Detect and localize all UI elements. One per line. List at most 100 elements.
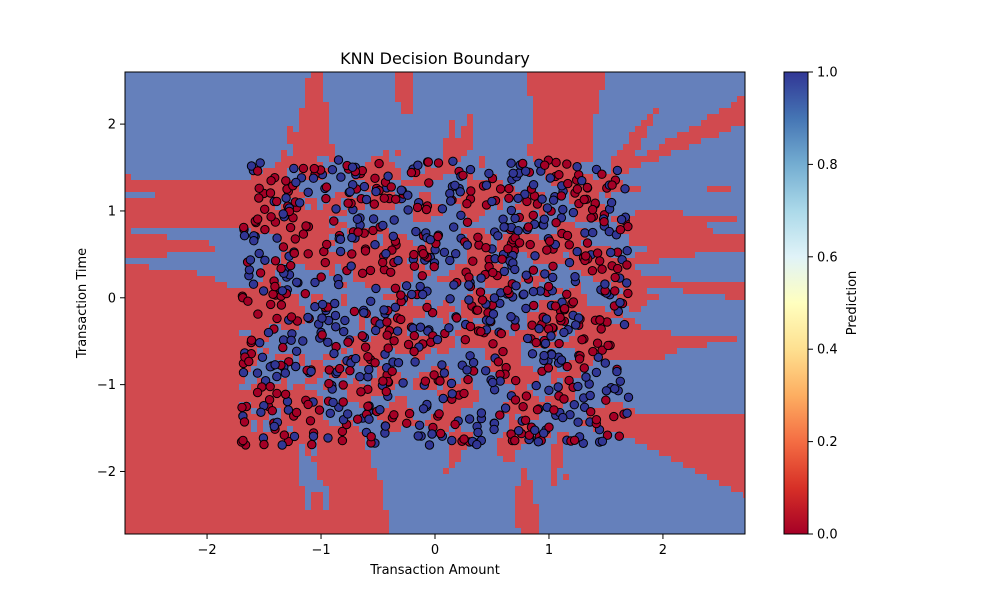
region-cell [431, 210, 438, 217]
region-cell [635, 114, 642, 121]
region-cell [653, 138, 660, 145]
region-cell [125, 84, 132, 91]
region-cell [197, 162, 204, 169]
region-cell [707, 216, 714, 223]
region-cell [143, 282, 150, 289]
region-cell [629, 204, 636, 211]
region-cell [227, 312, 234, 319]
region-cell [449, 150, 456, 157]
region-cell [263, 294, 270, 301]
region-cell [503, 84, 510, 91]
region-cell [131, 204, 138, 211]
region-cell [683, 222, 690, 229]
region-cell [689, 240, 696, 247]
region-cell [251, 174, 258, 181]
region-cell [551, 168, 558, 175]
region-cell [647, 246, 654, 253]
region-cell [131, 270, 138, 277]
region-cell [677, 246, 684, 253]
region-cell [719, 168, 726, 175]
region-cell [653, 264, 660, 271]
region-cell [197, 210, 204, 217]
region-cell [653, 132, 660, 139]
region-cell [395, 234, 402, 241]
region-cell [401, 336, 408, 343]
region-cell [695, 162, 702, 169]
region-cell [161, 282, 168, 289]
region-cell [245, 180, 252, 187]
region-cell [221, 78, 228, 85]
region-cell [569, 150, 576, 157]
region-cell [371, 96, 378, 103]
region-cell [719, 336, 726, 343]
region-cell [221, 138, 228, 145]
region-cell [155, 354, 162, 361]
region-cell [701, 210, 708, 217]
region-cell [371, 336, 378, 343]
region-cell [605, 126, 612, 133]
region-cell [359, 318, 366, 325]
region-cell [443, 138, 450, 145]
region-cell [161, 300, 168, 307]
region-cell [305, 282, 312, 289]
region-cell [341, 342, 348, 349]
region-cell [323, 144, 330, 151]
region-cell [605, 174, 612, 181]
region-cell [353, 288, 360, 295]
region-cell [395, 150, 402, 157]
region-cell [383, 90, 390, 97]
region-cell [683, 108, 690, 115]
region-cell [143, 96, 150, 103]
region-cell [293, 336, 300, 343]
region-cell [269, 90, 276, 97]
region-cell [545, 264, 552, 271]
region-cell [689, 204, 696, 211]
region-cell [155, 96, 162, 103]
region-cell [191, 102, 198, 109]
region-cell [413, 72, 420, 79]
region-cell [743, 114, 745, 121]
region-cell [611, 336, 618, 343]
region-cell [731, 180, 738, 187]
region-cell [269, 264, 276, 271]
region-cell [173, 228, 180, 235]
region-cell [179, 192, 186, 199]
region-cell [473, 72, 480, 79]
region-cell [395, 354, 402, 361]
region-cell [695, 186, 702, 193]
region-cell [713, 126, 720, 133]
region-cell [263, 90, 270, 97]
region-cell [377, 210, 384, 217]
region-cell [173, 174, 180, 181]
region-cell [485, 108, 492, 115]
region-cell [233, 228, 240, 235]
region-cell [581, 294, 588, 301]
region-cell [299, 324, 306, 331]
region-cell [269, 168, 276, 175]
region-cell [347, 240, 354, 247]
region-cell [155, 264, 162, 271]
region-cell [335, 288, 342, 295]
region-cell [209, 264, 216, 271]
region-cell [197, 90, 204, 97]
region-cell [623, 138, 630, 145]
region-cell [317, 288, 324, 295]
region-cell [707, 168, 714, 175]
region-cell [731, 312, 738, 319]
region-cell [143, 204, 150, 211]
region-cell [599, 126, 606, 133]
region-cell [185, 198, 192, 205]
region-cell [143, 234, 150, 241]
region-cell [689, 318, 696, 325]
region-cell [719, 264, 726, 271]
region-cell [689, 150, 696, 157]
region-cell [419, 156, 426, 163]
region-cell [683, 132, 690, 139]
region-cell [629, 180, 636, 187]
region-cell [725, 258, 732, 265]
region-cell [629, 276, 636, 283]
region-cell [677, 318, 684, 325]
region-cell [185, 84, 192, 91]
region-cell [563, 72, 570, 79]
region-cell [377, 276, 384, 283]
